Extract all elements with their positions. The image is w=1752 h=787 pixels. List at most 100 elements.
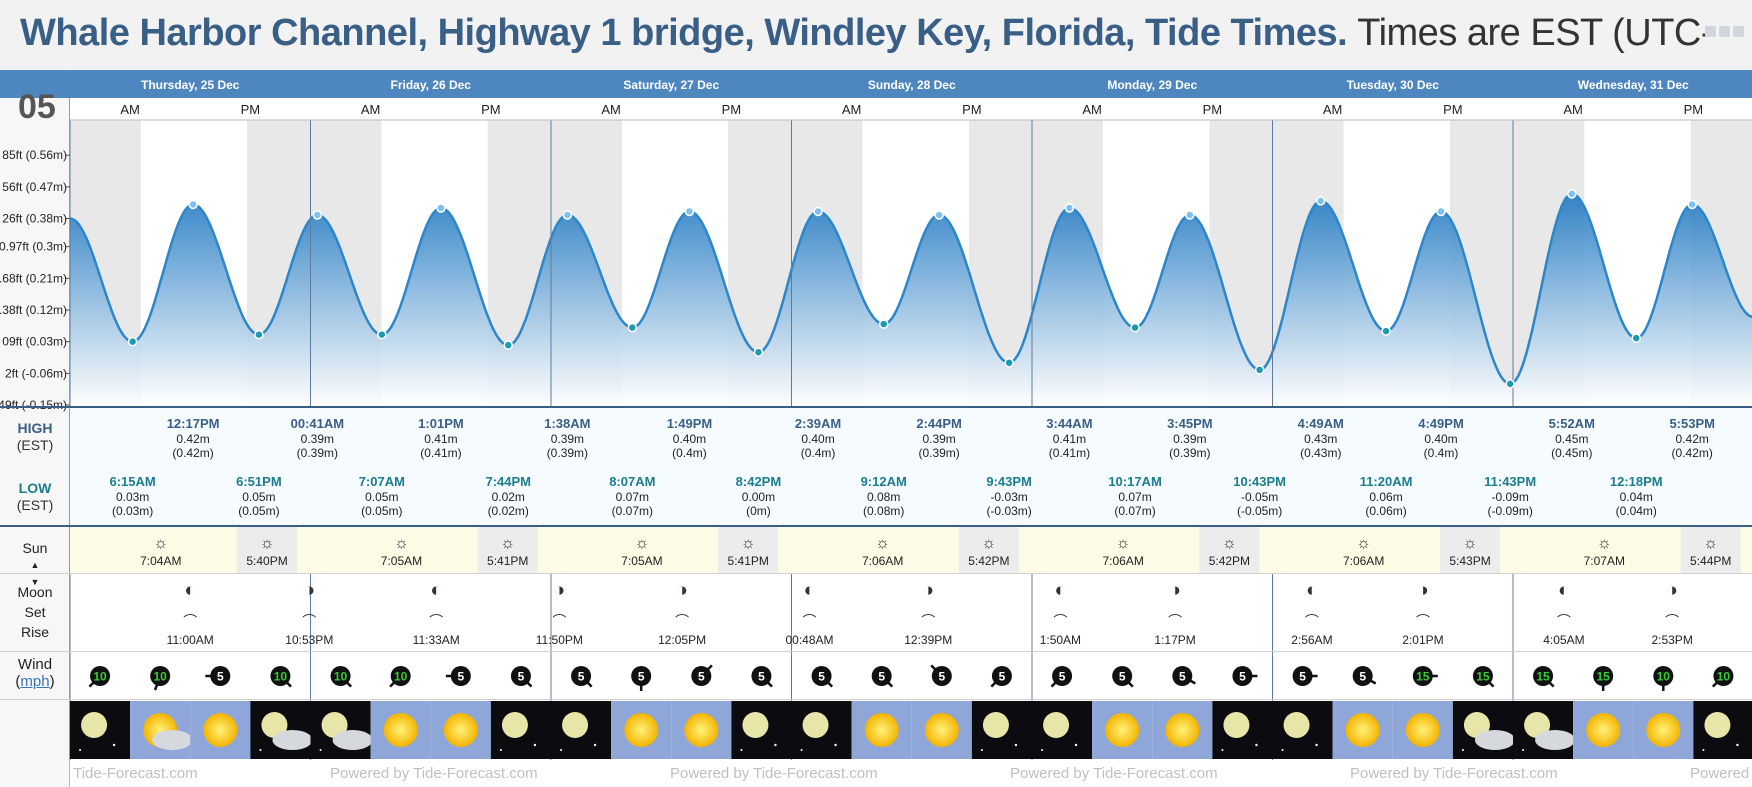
high-height: 0.39m [1173,432,1206,446]
footer-powered-by[interactable]: Powered by Tide-Forecast.com [1350,765,1558,782]
high-meters: (0.4m) [672,446,707,460]
sunset-cell-bg [718,527,779,573]
day-header-label: Saturday, 27 Dec [623,78,719,92]
wind-speed: 5 [1359,670,1366,684]
moon-rise-time: 2:53PM [1651,633,1692,647]
day-header-label: Thursday, 25 Dec [141,78,240,92]
high-tide-point [188,199,198,210]
star-icon [1461,749,1464,751]
high-height: 0.43m [1304,432,1337,446]
low-meters: (0.04m) [1616,504,1657,518]
low-tide-point [1004,358,1014,368]
moon-label: Moon [17,584,53,600]
moon-weather-icon [1463,712,1490,738]
high-meters: (0.39m) [918,446,959,460]
wind-marker: 15 [1593,666,1614,691]
wind-circle [150,666,171,686]
wind-circle [1172,666,1193,686]
star-icon [112,743,116,747]
share-icon[interactable] [1705,26,1716,37]
wind-circle [330,666,351,686]
sun-weather-icon [1345,713,1380,747]
star-icon [79,749,82,751]
low-tide-point [377,329,387,340]
y-tick-label: 26ft (0.38m) [2,212,67,226]
wind-speed: 10 [334,670,348,684]
wind-circle [1352,666,1373,686]
high-time: 2:44PM [916,416,962,431]
moon-rise-icon: ⌒ [1168,613,1182,629]
share-icons[interactable] [1705,26,1744,37]
wind-speed: 15 [1476,670,1490,684]
star-icon [774,743,777,747]
sunset-time: 5:42PM [968,554,1009,568]
moon-rise-icon: ⌒ [921,613,935,629]
wind-speed: 5 [1119,670,1126,684]
wind-weather-separator [0,699,1752,700]
sunrise-icon: ☼ [635,535,650,552]
low-height: 0.05m [242,490,275,504]
link-icon[interactable] [1733,26,1744,37]
wind-unit-link[interactable]: mph [20,673,50,690]
pm-label: PM [962,102,982,117]
high-height: 0.41m [424,432,457,446]
wind-circle [751,666,772,686]
wind-circle [1112,666,1133,686]
high-meters: (0.43m) [1300,446,1341,460]
sun-weather-icon [1586,713,1621,747]
print-icon[interactable] [1719,26,1730,37]
sun-weather-icon [924,713,959,747]
footer-powered-by[interactable]: Powered by Tide-Forecast.com [1690,765,1752,782]
moon-phase-icon: ◐ [1558,580,1569,601]
wind-speed: 15 [1536,670,1550,684]
footer-powered-by[interactable]: Powered by Tide-Forecast.com [670,765,878,782]
footer-powered-by[interactable]: Powered by Tide-Forecast.com [330,765,538,782]
am-label: AM [842,102,862,117]
am-label: AM [601,102,621,117]
moon-set-time: 11:50PM [536,633,583,647]
low-tide-point [254,329,264,340]
sunset-cell-bg [1199,527,1260,573]
low-meters: (0m) [746,504,771,518]
footer-powered-by[interactable]: Powered by Tide-Forecast.com [70,765,198,782]
pm-label: PM [241,102,261,117]
moon-set-icon: ⌒ [1557,613,1571,629]
moon-phase-icon: ◑ [923,580,934,601]
sun-weather-icon [864,713,899,747]
low-height: 0.00m [742,490,775,504]
sun-row-label[interactable]: Sun ▲ ▼ [0,540,70,591]
low-height: 0.07m [616,490,649,504]
moon-phase-icon: ◐ [804,580,815,601]
wind-marker: 5 [751,666,773,688]
y-tick-label: 85ft (0.56m) [2,148,67,162]
day-header-label: Tuesday, 30 Dec [1347,78,1440,92]
high-tide-point [436,203,446,213]
sun-weather-icon [624,713,659,747]
cloud-icon [152,730,193,750]
moon-set-time: 2:56AM [1291,633,1332,647]
chart-table-separator [0,406,1752,408]
low-height: 0.02m [492,490,525,504]
y-axis-ticks: 85ft (0.56m) 56ft (0.47m) 26ft (0.38m) 0.97… [0,148,70,412]
wind-speed: 5 [638,670,645,684]
high-label: HIGH [17,420,53,436]
tide-table-bg [70,408,1752,525]
low-meters: (0.06m) [1365,504,1406,518]
low-row-label: LOW (EST) [0,480,70,514]
sunset-time: 5:44PM [1690,554,1731,568]
moon-set-icon: ⌒ [803,613,817,629]
wind-circle [871,666,892,686]
low-height: 0.04m [1620,490,1653,504]
moon-weather-icon [81,712,108,738]
star-icon [1281,749,1284,751]
moon-rise-icon: ⌒ [675,613,689,629]
wind-marker: 5 [1292,666,1318,686]
moon-rise-icon: ⌒ [1416,613,1430,629]
footer-powered-by[interactable]: Powered by Tide-Forecast.com [1010,765,1218,782]
moon-rise-time: 1:17PM [1154,633,1195,647]
wind-circle [210,666,231,686]
low-time: 8:42PM [736,474,782,489]
tide-area [69,192,1752,405]
sunset-icon: ☼ [500,535,515,552]
page-title: Whale Harbor Channel, Highway 1 bridge, … [20,12,1714,55]
